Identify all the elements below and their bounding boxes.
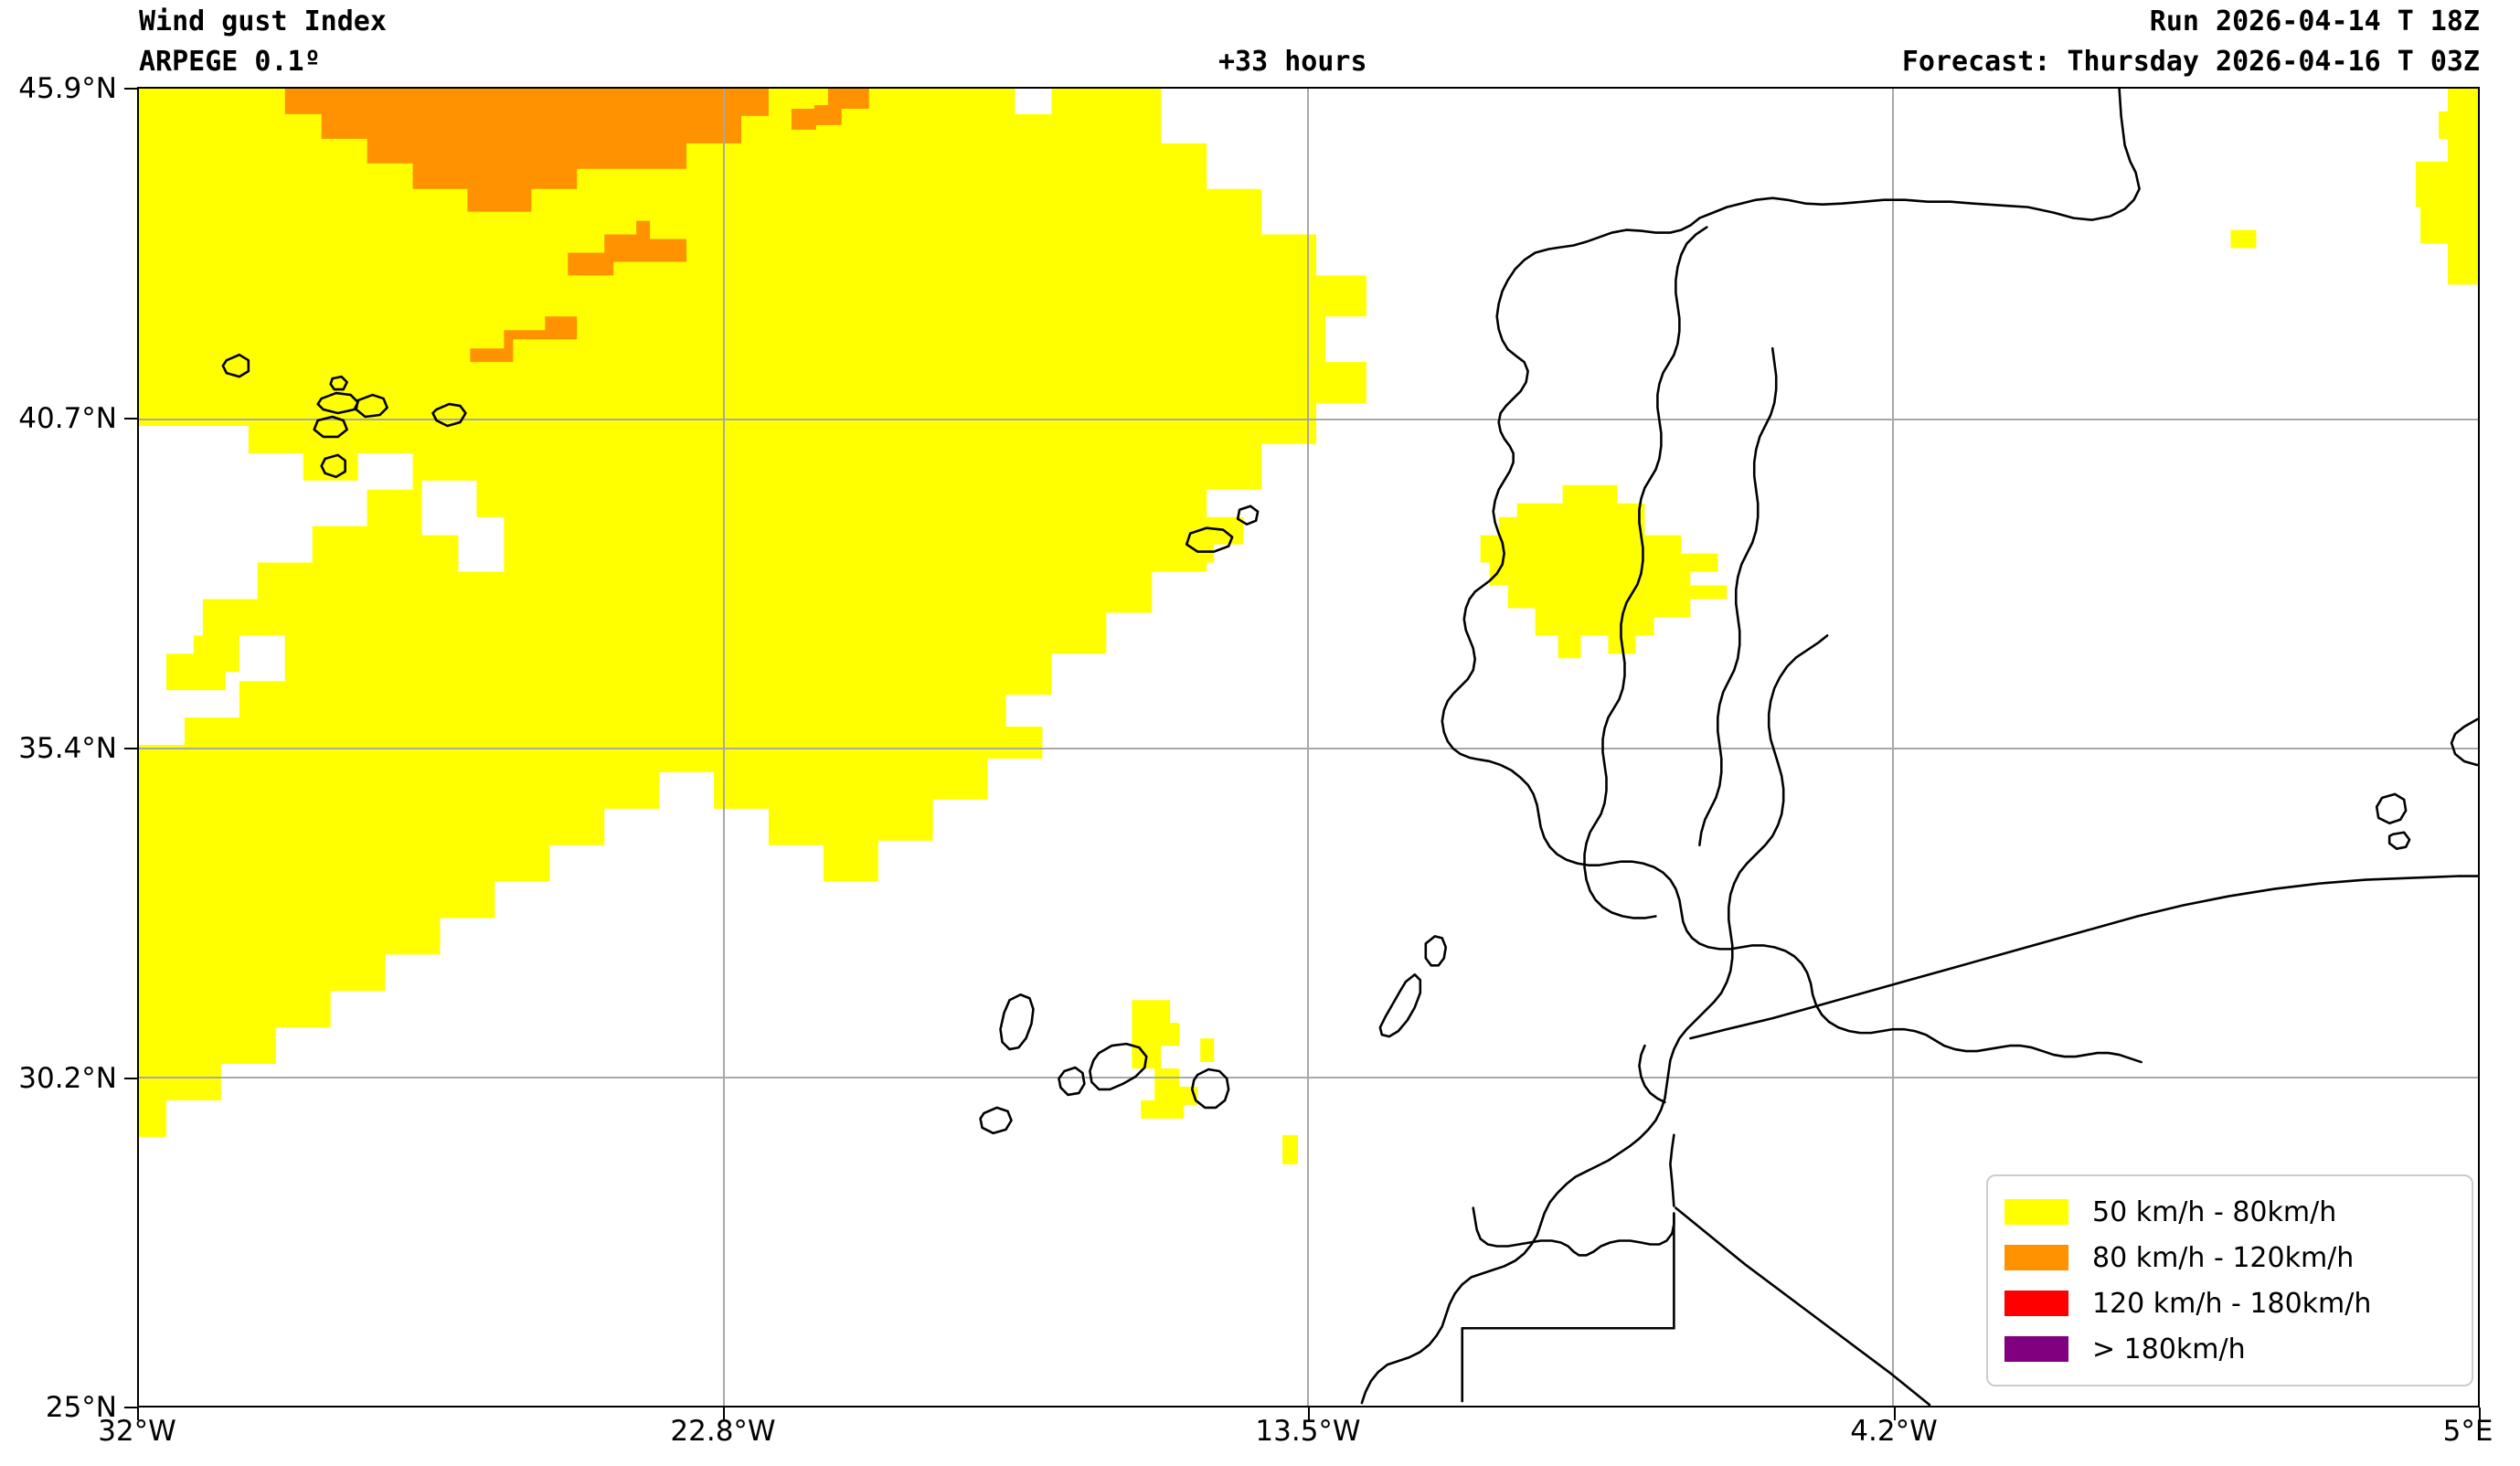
island-sao-miguel (316, 391, 359, 415)
coastlines (221, 89, 2478, 1406)
island-tenerife (1089, 1042, 1148, 1091)
legend-swatch-purple (2004, 1336, 2068, 1362)
island-porto-santo (1236, 505, 1260, 526)
forecast-valid-label: Forecast: Thursday 2026-04-16 T 03Z (1901, 46, 2480, 78)
gust-gap-white-4 (165, 653, 226, 691)
island-faial (221, 353, 250, 378)
island-madeira (1185, 526, 1234, 553)
y-tickmark-35-4 (124, 748, 137, 749)
x-tickmark-13-5w (1308, 1408, 1310, 1420)
legend-swatch-yellow (2004, 1199, 2068, 1225)
legend-swatch-orange (2004, 1245, 2068, 1270)
island-el-hierro (979, 1106, 1013, 1135)
gust-band-yellow-ne-strip (2439, 111, 2478, 139)
gust-streak-orange-4 (791, 108, 816, 130)
page-title: Wind gust Index (139, 5, 387, 37)
gust-band-yellow-morocco (1480, 484, 1728, 659)
model-label: ARPEGE 0.1º (139, 46, 321, 78)
legend-label-120-180: 120 km/h - 180km/h (2092, 1287, 2372, 1320)
y-tick-label-30-2: 30.2°N (18, 1062, 117, 1095)
border-portugal (1698, 346, 1778, 846)
x-tickmark-4-2w (1894, 1408, 1896, 1420)
y-tickmark-30-2 (124, 1078, 137, 1079)
gust-band-yellow-atlantic (139, 89, 1366, 1137)
legend-label-50-80: 50 km/h - 80km/h (2092, 1195, 2337, 1228)
x-tickmark-5e (2479, 1408, 2481, 1420)
gust-gap-white-1 (139, 425, 413, 636)
gust-band-yellow-canary-3 (1282, 1134, 1299, 1164)
x-tick-label-13-5w: 13.5°W (1255, 1415, 1361, 1448)
legend-item-120-180: 120 km/h - 180km/h (2004, 1280, 2455, 1326)
island-santa-maria (431, 402, 467, 428)
island-mallorca (2450, 717, 2478, 767)
island-ibiza (2375, 792, 2408, 825)
legend-label-over-180: > 180km/h (2092, 1333, 2246, 1365)
coastline-iberia (1441, 89, 2143, 1064)
coastline-morocco (1360, 634, 1829, 1405)
coastline-portugal (1583, 226, 1708, 919)
island-corvo (329, 375, 348, 391)
y-tickmark-45-9 (124, 88, 137, 90)
y-tick-label-25: 25°N (45, 1391, 117, 1424)
wind-gust-contours (139, 89, 2478, 1164)
legend-box: 50 km/h - 80km/h 80 km/h - 120km/h 120 k… (1986, 1174, 2473, 1386)
legend-item-50-80: 50 km/h - 80km/h (2004, 1189, 2455, 1235)
coastline-gibraltar (1638, 1044, 1666, 1104)
border-morocco-north (1669, 1133, 1675, 1207)
coastline-north-africa (1689, 875, 2478, 1040)
chart-header: Wind gust Index ARPEGE 0.1º +33 hours Ru… (0, 0, 2520, 87)
gust-streak-orange-2 (470, 316, 578, 363)
gust-band-yellow-madeira (1200, 1038, 1215, 1063)
border-western-sahara-north (1472, 1206, 1675, 1257)
y-tickmark-40-7 (124, 418, 137, 420)
island-la-palma (999, 993, 1035, 1051)
island-pico (313, 415, 348, 439)
legend-label-80-120: 80 km/h - 120km/h (2092, 1241, 2355, 1274)
island-la-gomera (1058, 1066, 1086, 1097)
island-lanzarote (1424, 935, 1448, 967)
island-formentera (2387, 831, 2411, 850)
legend-swatch-red (2004, 1291, 2068, 1316)
y-tick-label-35-4: 35.4°N (18, 732, 117, 765)
y-tick-label-40-7: 40.7°N (18, 402, 117, 435)
x-tick-label-4-2w: 4.2°W (1850, 1415, 1938, 1448)
island-flores (320, 453, 346, 479)
island-terceira (355, 393, 388, 419)
map-canvas (139, 89, 2478, 1406)
y-tickmark-25 (124, 1407, 137, 1408)
map-graticule (139, 89, 2478, 1406)
x-tickmark-22-8w (723, 1408, 725, 1420)
x-tick-label-32w: 32°W (98, 1415, 176, 1448)
run-timestamp-label: Run 2026-04-14 T 18Z (2149, 5, 2480, 37)
x-tick-label-5e: 5°E (2442, 1415, 2493, 1448)
lead-time-label: +33 hours (1218, 46, 1367, 78)
gust-band-yellow-canary-1 (1132, 1000, 1180, 1069)
gust-gap-white-2 (421, 480, 505, 572)
gust-band-orange-core (284, 89, 769, 212)
gust-band-yellow-canary-2 (1141, 1068, 1198, 1119)
border-algeria-diagonal (1675, 1206, 1931, 1406)
legend-item-80-120: 80 km/h - 120km/h (2004, 1235, 2455, 1280)
gust-band-yellow-ne-tip (2230, 229, 2257, 249)
map-plot-area (137, 87, 2480, 1408)
x-tick-label-22-8w: 22.8°W (670, 1415, 776, 1448)
legend-item-over-180: > 180km/h (2004, 1326, 2455, 1372)
island-gran-canaria (1190, 1068, 1230, 1110)
island-fuerteventura (1378, 973, 1422, 1038)
gust-band-yellow-madeira-small (1197, 544, 1215, 563)
gust-band-yellow-ne-coast (2416, 161, 2478, 285)
y-tick-label-45-9: 45.9°N (18, 72, 117, 105)
x-tickmark-32w (137, 1408, 139, 1420)
